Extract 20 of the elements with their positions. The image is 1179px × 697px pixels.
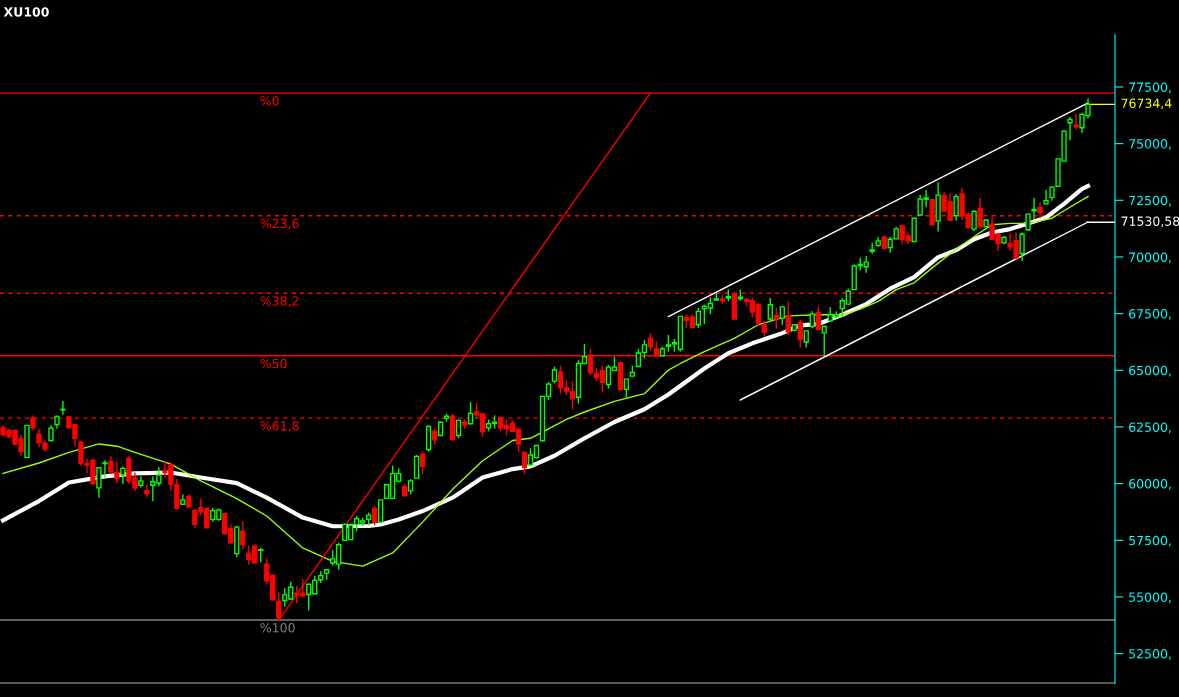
y-tick-label: 72500, (1129, 195, 1171, 207)
annotation: %50 (260, 358, 287, 369)
y-tick-label: 55000, (1129, 592, 1171, 604)
y-tick-label: 65000, (1129, 365, 1171, 377)
y-tick-label: 52500, (1129, 649, 1171, 660)
y-tick-label: 57500, (1129, 535, 1171, 547)
annotation: %23,6 (260, 218, 299, 230)
annotation: %100 (260, 623, 295, 633)
y-tick-label: 77500, (1129, 82, 1171, 94)
ref-line-label: 76734,4 (1121, 98, 1172, 110)
y-tick-label: 62500, (1129, 422, 1171, 434)
ref-line-label: 71530,58 (1121, 216, 1179, 228)
annotation: %38,2 (260, 296, 299, 307)
y-tick-label: 67500, (1129, 309, 1171, 320)
annotation: %61,8 (260, 421, 299, 432)
chart-title: XU100 (3, 7, 49, 17)
y-tick-label: 60000, (1129, 479, 1171, 490)
y-tick-label: 75000, (1129, 139, 1171, 150)
annotation: %0 (260, 96, 279, 106)
y-tick-label: 70000, (1129, 252, 1171, 264)
